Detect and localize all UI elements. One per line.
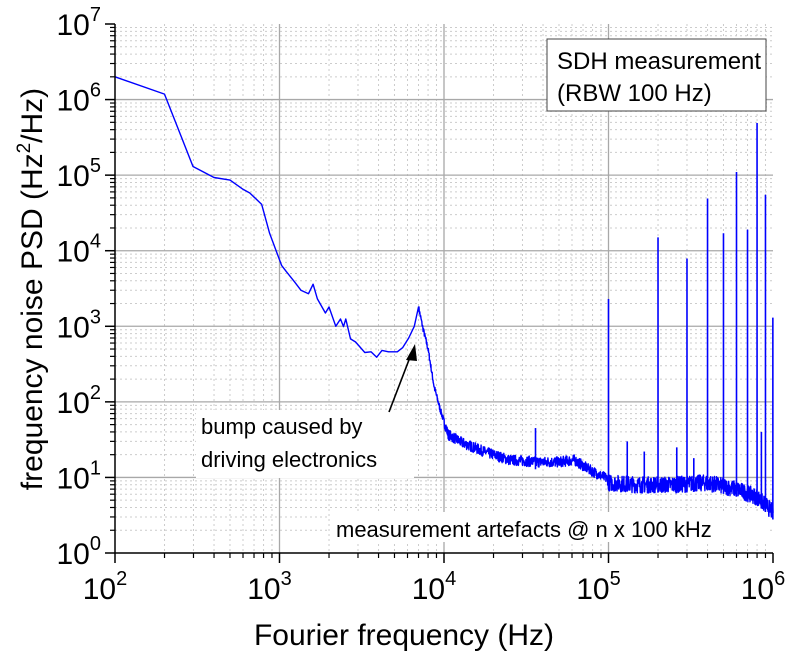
axes <box>105 23 774 563</box>
legend-box: SDH measurement (RBW 100 Hz) <box>546 38 767 112</box>
y-axis-title-end: /Hz) <box>16 88 49 143</box>
x-tick-label: 103 <box>247 568 292 606</box>
y-tick-label: 104 <box>57 231 102 269</box>
y-tick-label: 107 <box>57 4 102 42</box>
y-tick-label: 100 <box>57 533 102 571</box>
annotation-arrow <box>388 351 413 413</box>
y-tick-label: 103 <box>57 306 102 344</box>
y-tick-label: 101 <box>57 457 102 495</box>
y-axis-title-sup: 2 <box>14 143 35 154</box>
x-tick-label: 105 <box>576 568 621 606</box>
legend-line-2: (RBW 100 Hz) <box>557 80 712 107</box>
artefacts-annotation-text: measurement artefacts @ n x 100 kHz <box>336 517 712 542</box>
bump-annotation-line-2: driving electronics <box>201 447 377 472</box>
x-tick-label: 102 <box>83 568 128 606</box>
y-axis-title: frequency noise PSD (Hz2/Hz) <box>14 88 49 490</box>
series-layer <box>114 76 774 520</box>
bump-annotation: bump caused by driving electronics <box>196 344 417 478</box>
legend-line-1: SDH measurement <box>557 48 761 75</box>
x-tick-label: 106 <box>741 568 786 606</box>
y-tick-label: 106 <box>57 80 102 118</box>
psd-series-line <box>114 76 774 518</box>
bump-annotation-line-1: bump caused by <box>201 414 362 439</box>
y-axis-title-main: frequency noise PSD (Hz <box>16 153 49 490</box>
x-tick-label: 104 <box>412 568 457 606</box>
tick-labels: 102 103 104 105 106 100 101 102 103 104 105 106 107 <box>57 4 786 606</box>
y-tick-label: 102 <box>57 382 102 420</box>
arrow-head-icon <box>406 344 417 361</box>
x-axis-title: Fourier frequency (Hz) <box>254 619 554 652</box>
artefacts-annotation: measurement artefacts @ n x 100 kHz <box>330 512 768 542</box>
y-tick-label: 105 <box>57 155 102 193</box>
